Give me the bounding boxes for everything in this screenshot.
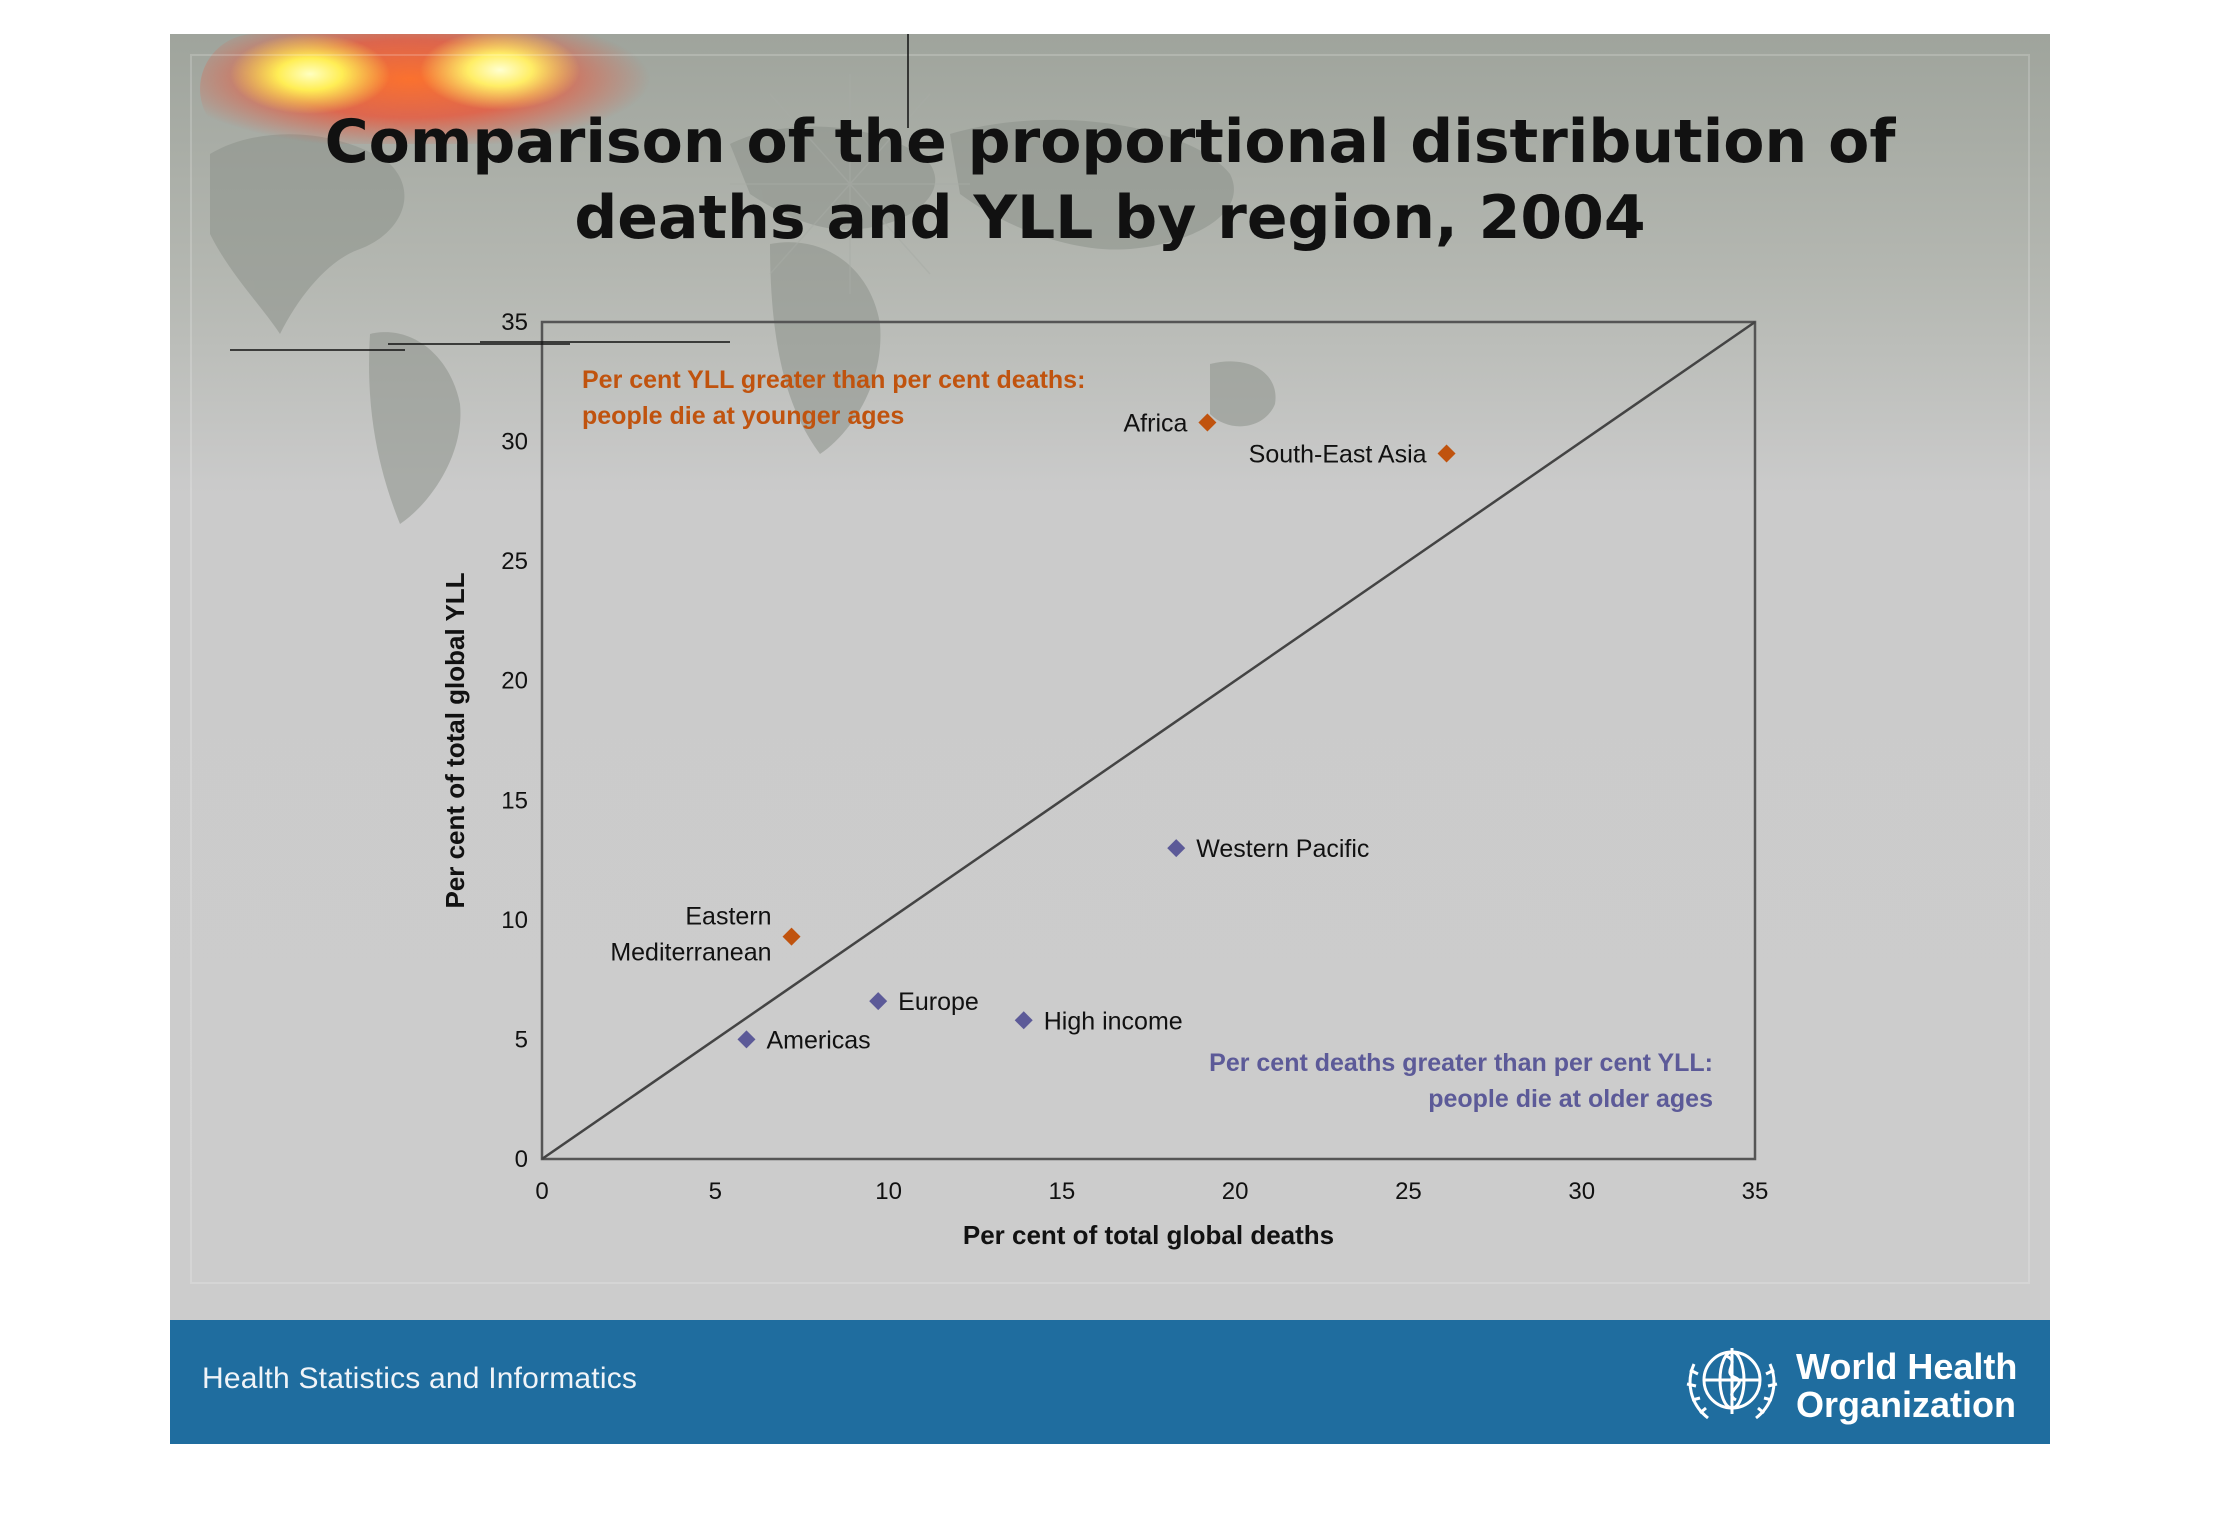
y-tick-label: 10 bbox=[501, 907, 528, 934]
annotation-younger-line: Per cent YLL greater than per cent death… bbox=[582, 366, 1085, 394]
point-label-line: Mediterranean bbox=[610, 939, 771, 967]
y-tick-label: 35 bbox=[501, 309, 528, 336]
footer-text: Health Statistics and Informatics bbox=[202, 1362, 638, 1395]
who-name-line-2: Organization bbox=[1796, 1384, 2017, 1425]
x-axis-label: Per cent of total global deaths bbox=[963, 1220, 1334, 1250]
x-tick-label: 10 bbox=[875, 1178, 902, 1205]
annotation-older-line: people die at older ages bbox=[1428, 1085, 1713, 1113]
who-emblem-icon bbox=[1686, 1348, 1778, 1420]
plot-frame bbox=[540, 320, 1757, 1161]
point-label: High income bbox=[1044, 1007, 1183, 1035]
point-label: Europe bbox=[898, 988, 979, 1016]
world-map-background bbox=[210, 74, 1276, 524]
annotation-younger-line: people die at younger ages bbox=[582, 402, 904, 430]
data-point-africa bbox=[1198, 413, 1217, 432]
x-tick-label: 5 bbox=[709, 1178, 722, 1205]
x-tick-label: 30 bbox=[1568, 1178, 1595, 1205]
slide: Comparison of the proportional distribut… bbox=[170, 34, 2050, 1444]
data-point-south-east-asia bbox=[1437, 444, 1456, 463]
y-tick-label: 15 bbox=[501, 787, 528, 814]
data-point-europe bbox=[869, 992, 888, 1011]
who-name: World Health Organization bbox=[1796, 1348, 2017, 1424]
data-point-americas bbox=[737, 1030, 756, 1049]
data-point-western-pacific bbox=[1167, 839, 1186, 858]
title-line-1: Comparison of the proportional distribut… bbox=[324, 107, 1896, 177]
y-tick-label: 20 bbox=[501, 668, 528, 695]
y-tick-label: 25 bbox=[501, 548, 528, 575]
point-label: South-East Asia bbox=[1249, 441, 1427, 469]
point-label: Africa bbox=[1124, 409, 1188, 437]
x-tick-label: 20 bbox=[1222, 1178, 1249, 1205]
title-line-2: deaths and YLL by region, 2004 bbox=[574, 183, 1646, 253]
y-tick-label: 30 bbox=[501, 429, 528, 456]
point-label: Americas bbox=[766, 1026, 870, 1054]
y-axis-label: Per cent of total global YLL bbox=[440, 572, 470, 908]
x-tick-label: 0 bbox=[535, 1178, 548, 1205]
annotation-older-line: Per cent deaths greater than per cent YL… bbox=[1209, 1049, 1713, 1077]
y-tick-label: 5 bbox=[515, 1026, 528, 1053]
diagonal-reference-line bbox=[541, 320, 1756, 1161]
point-label: Western Pacific bbox=[1196, 835, 1369, 863]
x-tick-label: 25 bbox=[1395, 1178, 1422, 1205]
footer-bar: Health Statistics and Informatics World … bbox=[170, 1320, 2050, 1444]
data-point-eastern-mediterranean bbox=[782, 927, 801, 946]
slide-title: Comparison of the proportional distribut… bbox=[170, 104, 2050, 256]
stray-rules bbox=[230, 34, 909, 351]
who-name-line-1: World Health bbox=[1796, 1346, 2018, 1387]
data-point-high-income bbox=[1014, 1011, 1033, 1030]
x-tick-label: 15 bbox=[1049, 1178, 1076, 1205]
slide-frame bbox=[190, 54, 2030, 1284]
y-tick-label: 0 bbox=[515, 1146, 528, 1173]
glow-highlight bbox=[200, 34, 660, 144]
point-label-line: Eastern bbox=[685, 903, 771, 931]
x-tick-label: 35 bbox=[1742, 1178, 1769, 1205]
scatter-chart: 0 5 10 15 20 25 30 35 0 5 10 15 20 25 30 35 Per cent of … bbox=[440, 309, 1769, 1250]
